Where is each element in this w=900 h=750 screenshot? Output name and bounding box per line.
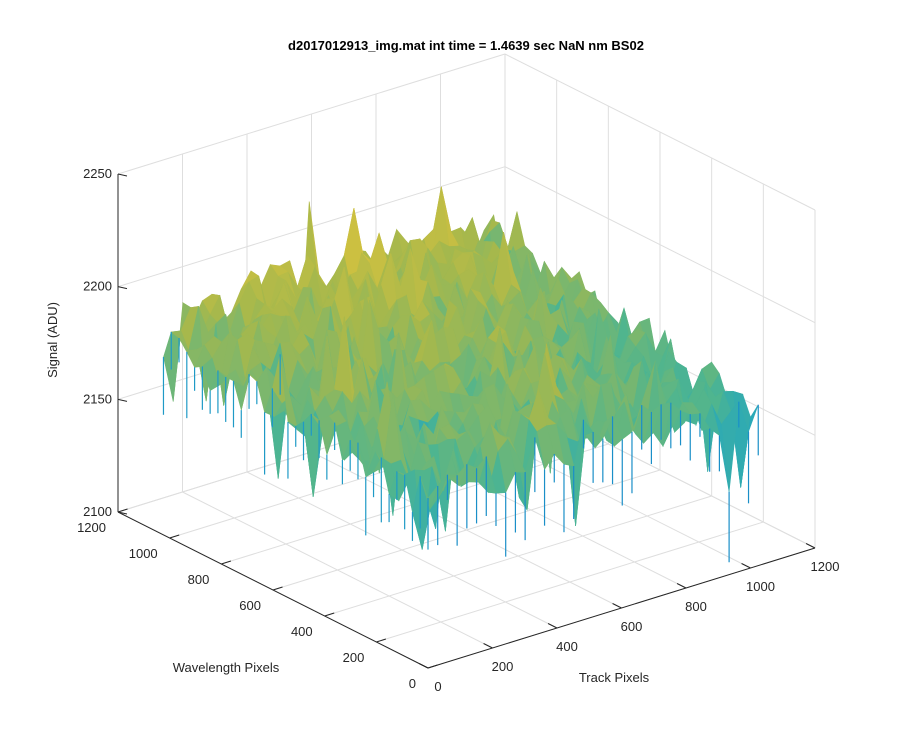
x-tick-mark: [612, 603, 622, 609]
x-tick-mark: [741, 563, 751, 569]
floor-grid-line: [272, 469, 661, 591]
y-tick-mark: [427, 664, 438, 669]
chart-title: d2017012913_img.mat int time = 1.4639 se…: [288, 38, 644, 53]
y-tick-label: 800: [188, 572, 210, 587]
y-tick-label: 600: [239, 598, 261, 613]
x-tick-label: 200: [492, 659, 514, 674]
floor-grid-line: [376, 521, 764, 643]
x-tick-mark: [676, 583, 687, 589]
tick-labels: 0 200 400 600 800 1000 1200 0 200 400 600 800 1000 12…: [77, 166, 839, 694]
surface-patch: [506, 211, 526, 252]
z-tick-mark: [117, 511, 128, 515]
y-tick-mark: [169, 534, 180, 539]
x-tick-label: 1000: [746, 579, 775, 594]
z-tick-label: 2200: [83, 279, 112, 294]
floor-grid-line: [324, 495, 712, 617]
y-tick-mark: [272, 586, 283, 591]
x-tick-label: 600: [621, 619, 643, 634]
side-wall-grid-line: [504, 53, 816, 211]
y-tick-label: 200: [343, 650, 365, 665]
z-tick-label: 2250: [83, 166, 112, 181]
x-tick-mark: [805, 543, 816, 549]
z-tick-label: 2100: [83, 504, 112, 519]
x-tick-label: 1200: [811, 559, 840, 574]
x-tick-label: 0: [434, 679, 441, 694]
x-tick-mark: [483, 643, 493, 649]
back-wall-grid-line: [117, 53, 506, 175]
surface-patch: [419, 476, 438, 511]
y-tick-mark: [117, 508, 128, 513]
y-axis-label: Wavelength Pixels: [173, 660, 280, 675]
y-tick-mark: [324, 612, 335, 617]
x-tick-mark: [547, 623, 558, 629]
y-tick-label: 1000: [129, 546, 158, 561]
x-axis-label: Track Pixels: [579, 670, 650, 685]
z-tick-mark: [117, 286, 128, 290]
y-tick-label: 0: [409, 676, 416, 691]
z-tick-label: 2150: [83, 391, 112, 406]
x-tick-mark: [418, 663, 429, 669]
x-tick-label: 800: [685, 599, 707, 614]
y-tick-label: 1200: [77, 520, 106, 535]
side-wall-grid-line: [504, 166, 816, 324]
y-tick-mark: [376, 638, 387, 643]
z-tick-mark: [117, 398, 128, 402]
axes: [117, 173, 816, 669]
surface: [162, 186, 759, 563]
y-tick-label: 400: [291, 624, 313, 639]
z-axis-label: Signal (ADU): [45, 302, 60, 378]
y-tick-mark: [221, 560, 232, 565]
surface-patch: [163, 330, 182, 402]
x-tick-label: 400: [556, 639, 578, 654]
z-tick-mark: [117, 173, 128, 177]
